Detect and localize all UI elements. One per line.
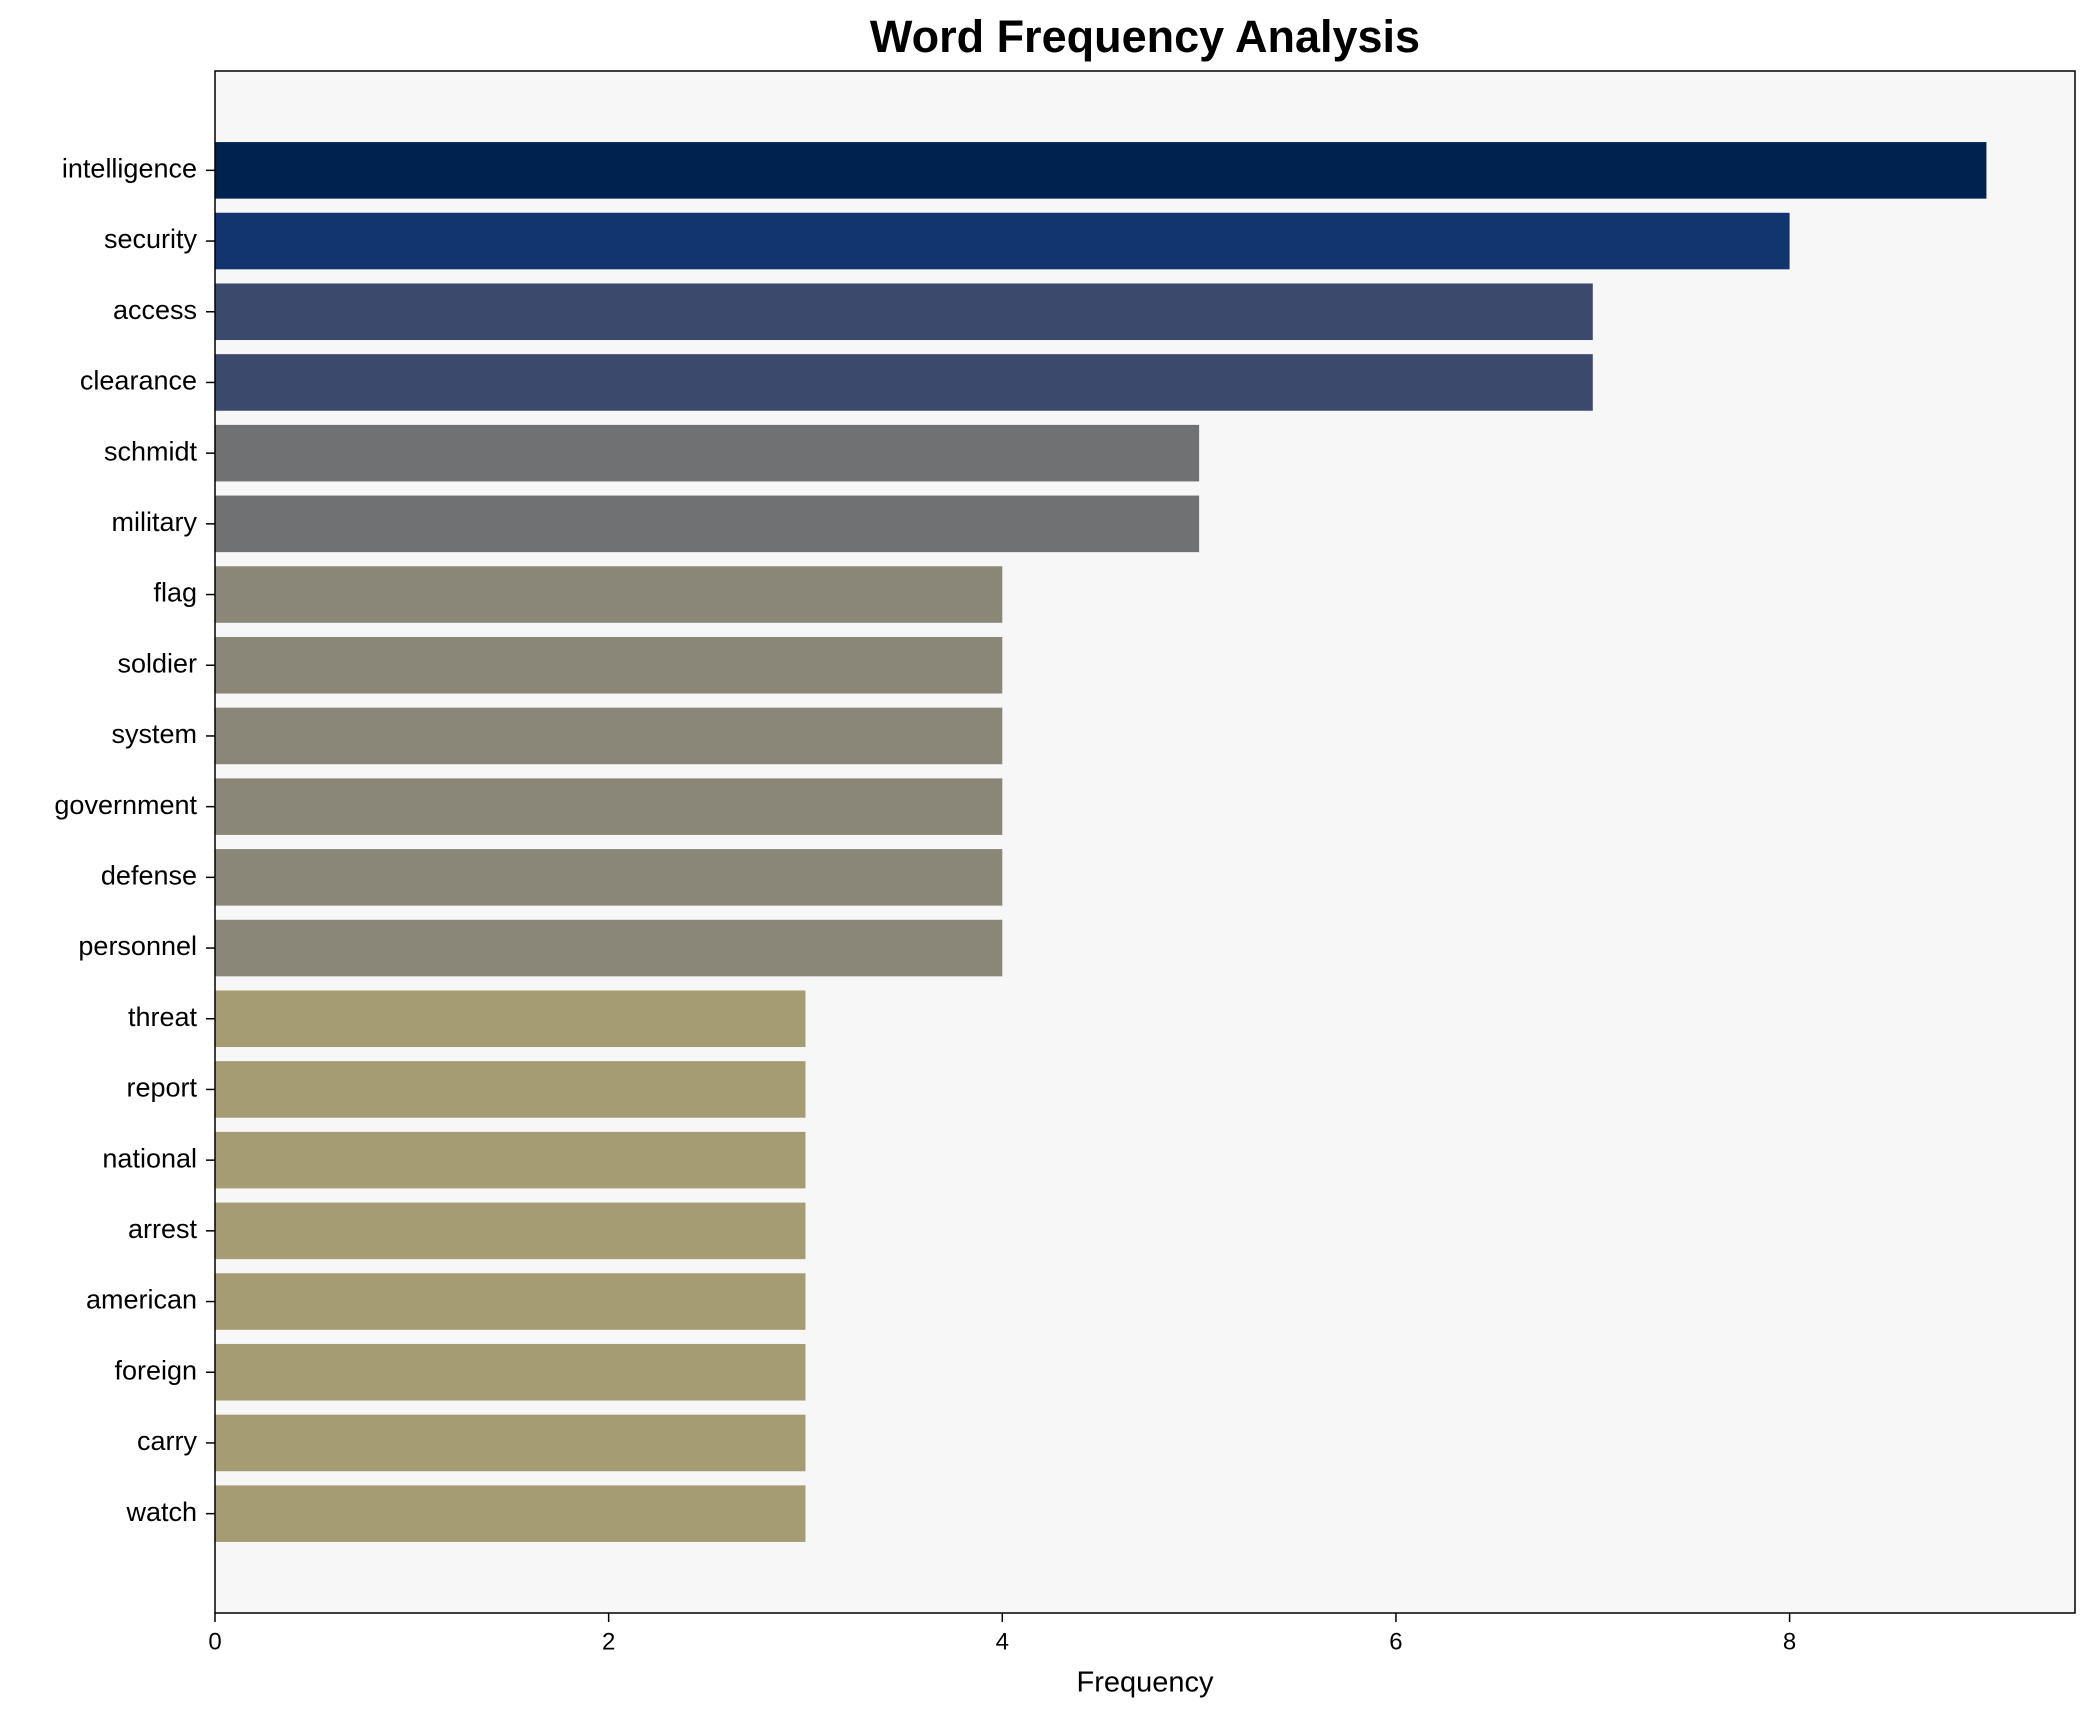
x-tick-label: 0 (208, 1628, 221, 1655)
y-tick-label: intelligence (62, 153, 197, 183)
y-tick-label: defense (101, 860, 197, 890)
chart-title: Word Frequency Analysis (870, 11, 1420, 62)
bar (215, 1273, 806, 1330)
y-tick-label: soldier (117, 648, 197, 678)
bar (215, 495, 1200, 553)
bar (215, 849, 1003, 906)
y-tick-label: military (112, 507, 198, 537)
y-tick-label: watch (125, 1497, 197, 1527)
bar (215, 283, 1593, 341)
y-tick-label: security (104, 224, 198, 254)
bar (215, 636, 1003, 694)
y-tick-label: threat (128, 1002, 198, 1032)
bar (215, 424, 1200, 482)
y-tick-label: report (126, 1073, 197, 1103)
y-tick-label: access (113, 295, 197, 325)
bar (215, 212, 1790, 270)
y-tick-label: system (111, 719, 197, 749)
y-tick-label: arrest (128, 1214, 198, 1244)
y-tick-label: government (54, 790, 197, 820)
bar (215, 1061, 806, 1118)
y-tick-label: carry (137, 1426, 197, 1456)
y-tick-label: american (86, 1285, 197, 1315)
bar (215, 354, 1593, 411)
x-tick-label: 8 (1783, 1628, 1796, 1655)
x-tick-label: 6 (1389, 1628, 1402, 1655)
x-tick-label: 2 (602, 1628, 615, 1655)
bar (215, 566, 1003, 623)
y-tick-label: schmidt (104, 436, 198, 466)
y-tick-label: personnel (78, 931, 197, 961)
x-tick-label: 4 (996, 1628, 1009, 1655)
plot-frame (214, 70, 2076, 1614)
bar (215, 1414, 806, 1472)
bar (215, 1202, 806, 1260)
bar (215, 142, 1987, 199)
bar (215, 778, 1003, 835)
bar (215, 1485, 806, 1542)
x-axis-label: Frequency (1076, 1667, 1214, 1699)
bar (215, 919, 1003, 977)
y-tick-label: clearance (80, 366, 197, 396)
y-tick-label: national (102, 1143, 197, 1173)
bar (215, 1131, 806, 1189)
y-tick-label: flag (153, 578, 197, 608)
bar (215, 1343, 806, 1401)
bar (215, 707, 1003, 765)
bar (215, 990, 806, 1048)
y-tick-label: foreign (114, 1355, 197, 1385)
